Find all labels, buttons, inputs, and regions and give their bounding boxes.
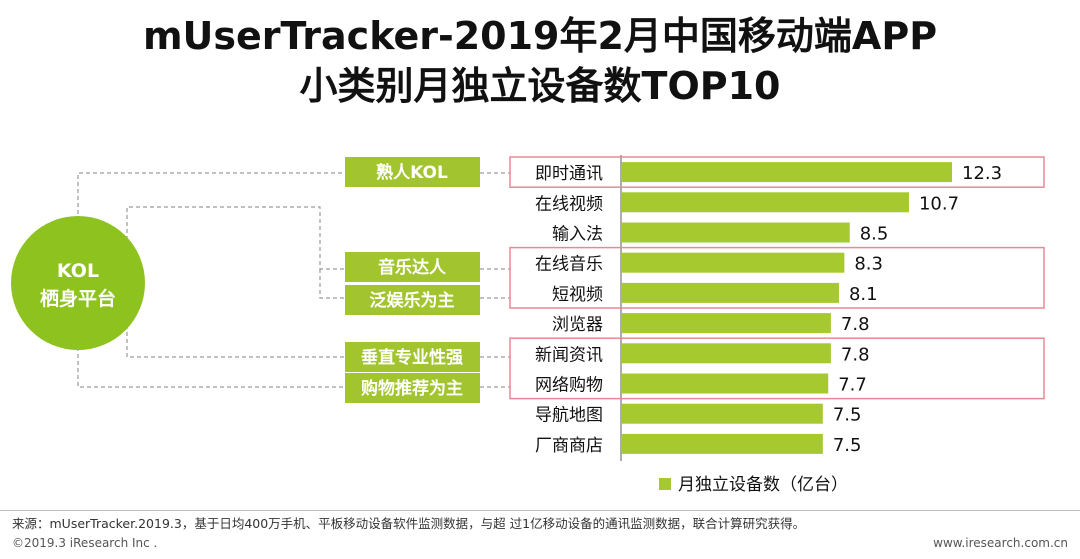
value-label: 8.1: [849, 284, 878, 305]
category-label: 浏览器: [552, 315, 603, 335]
highlight-box: [509, 246, 1045, 309]
kol-platform-circle: [11, 216, 145, 350]
value-label: 7.8: [841, 344, 870, 365]
value-label: 7.7: [838, 375, 867, 396]
footer-divider: [0, 510, 1080, 511]
chart-title-line-1: mUserTracker-2019年2月中国移动端APP: [142, 14, 938, 58]
bar: [621, 192, 909, 213]
value-label: 8.3: [854, 254, 883, 275]
value-label: 7.5: [833, 435, 862, 456]
category-label: 在线视频: [535, 194, 603, 214]
bar: [621, 252, 845, 273]
tag-box: [345, 285, 480, 315]
bar: [621, 343, 831, 364]
connector-outer-top: [77, 172, 345, 340]
bar: [621, 282, 839, 303]
tag-box: [345, 342, 480, 372]
kol-circle-label-line1: KOL: [57, 260, 99, 282]
legend-swatch: [659, 478, 671, 490]
tag-box: [345, 252, 480, 282]
bar: [621, 433, 823, 454]
kol-circle-label-line2: 栖身平台: [40, 287, 116, 310]
highlight-box: [509, 337, 1045, 400]
bar: [621, 373, 829, 394]
connector-inner-mid: [319, 269, 345, 299]
connector-inner-top: [126, 206, 345, 270]
connector-outer-bottom: [77, 340, 345, 388]
tag-label: 熟人KOL: [376, 162, 448, 183]
bar: [621, 222, 850, 243]
category-label: 短视频: [552, 285, 603, 305]
bar: [621, 403, 823, 424]
source-note: 来源：mUserTracker.2019.3，基于日均400万手机、平板移动设备…: [12, 516, 806, 531]
tag-label: 购物推荐为主: [361, 378, 463, 399]
category-label: 输入法: [552, 225, 603, 245]
copyright: ©2019.3 iResearch Inc .: [12, 536, 158, 550]
value-label: 7.8: [841, 314, 870, 335]
value-label: 7.5: [833, 405, 862, 426]
legend-label: 月独立设备数（亿台）: [678, 475, 848, 495]
value-label: 8.5: [860, 224, 889, 245]
category-label: 新闻资讯: [535, 345, 603, 365]
connector-inner-bottom: [126, 318, 345, 358]
highlight-box: [509, 156, 1045, 188]
tag-box: [345, 373, 480, 403]
bar: [621, 313, 831, 334]
category-label: 导航地图: [535, 406, 603, 426]
category-label: 厂商商店: [535, 436, 603, 456]
bar: [621, 162, 952, 183]
category-label: 在线音乐: [535, 255, 603, 275]
category-label: 网络购物: [535, 376, 603, 396]
chart-title-line-2: 小类别月独立设备数TOP10: [299, 64, 781, 108]
tag-label: 泛娱乐为主: [370, 290, 455, 311]
tag-label: 音乐达人: [378, 257, 447, 278]
tag-label: 垂直专业性强: [361, 347, 463, 368]
category-label: 即时通讯: [535, 164, 603, 184]
value-label: 10.7: [919, 193, 959, 214]
website: www.iresearch.com.cn: [933, 536, 1068, 550]
tag-box: [345, 157, 480, 187]
value-label: 12.3: [962, 163, 1002, 184]
